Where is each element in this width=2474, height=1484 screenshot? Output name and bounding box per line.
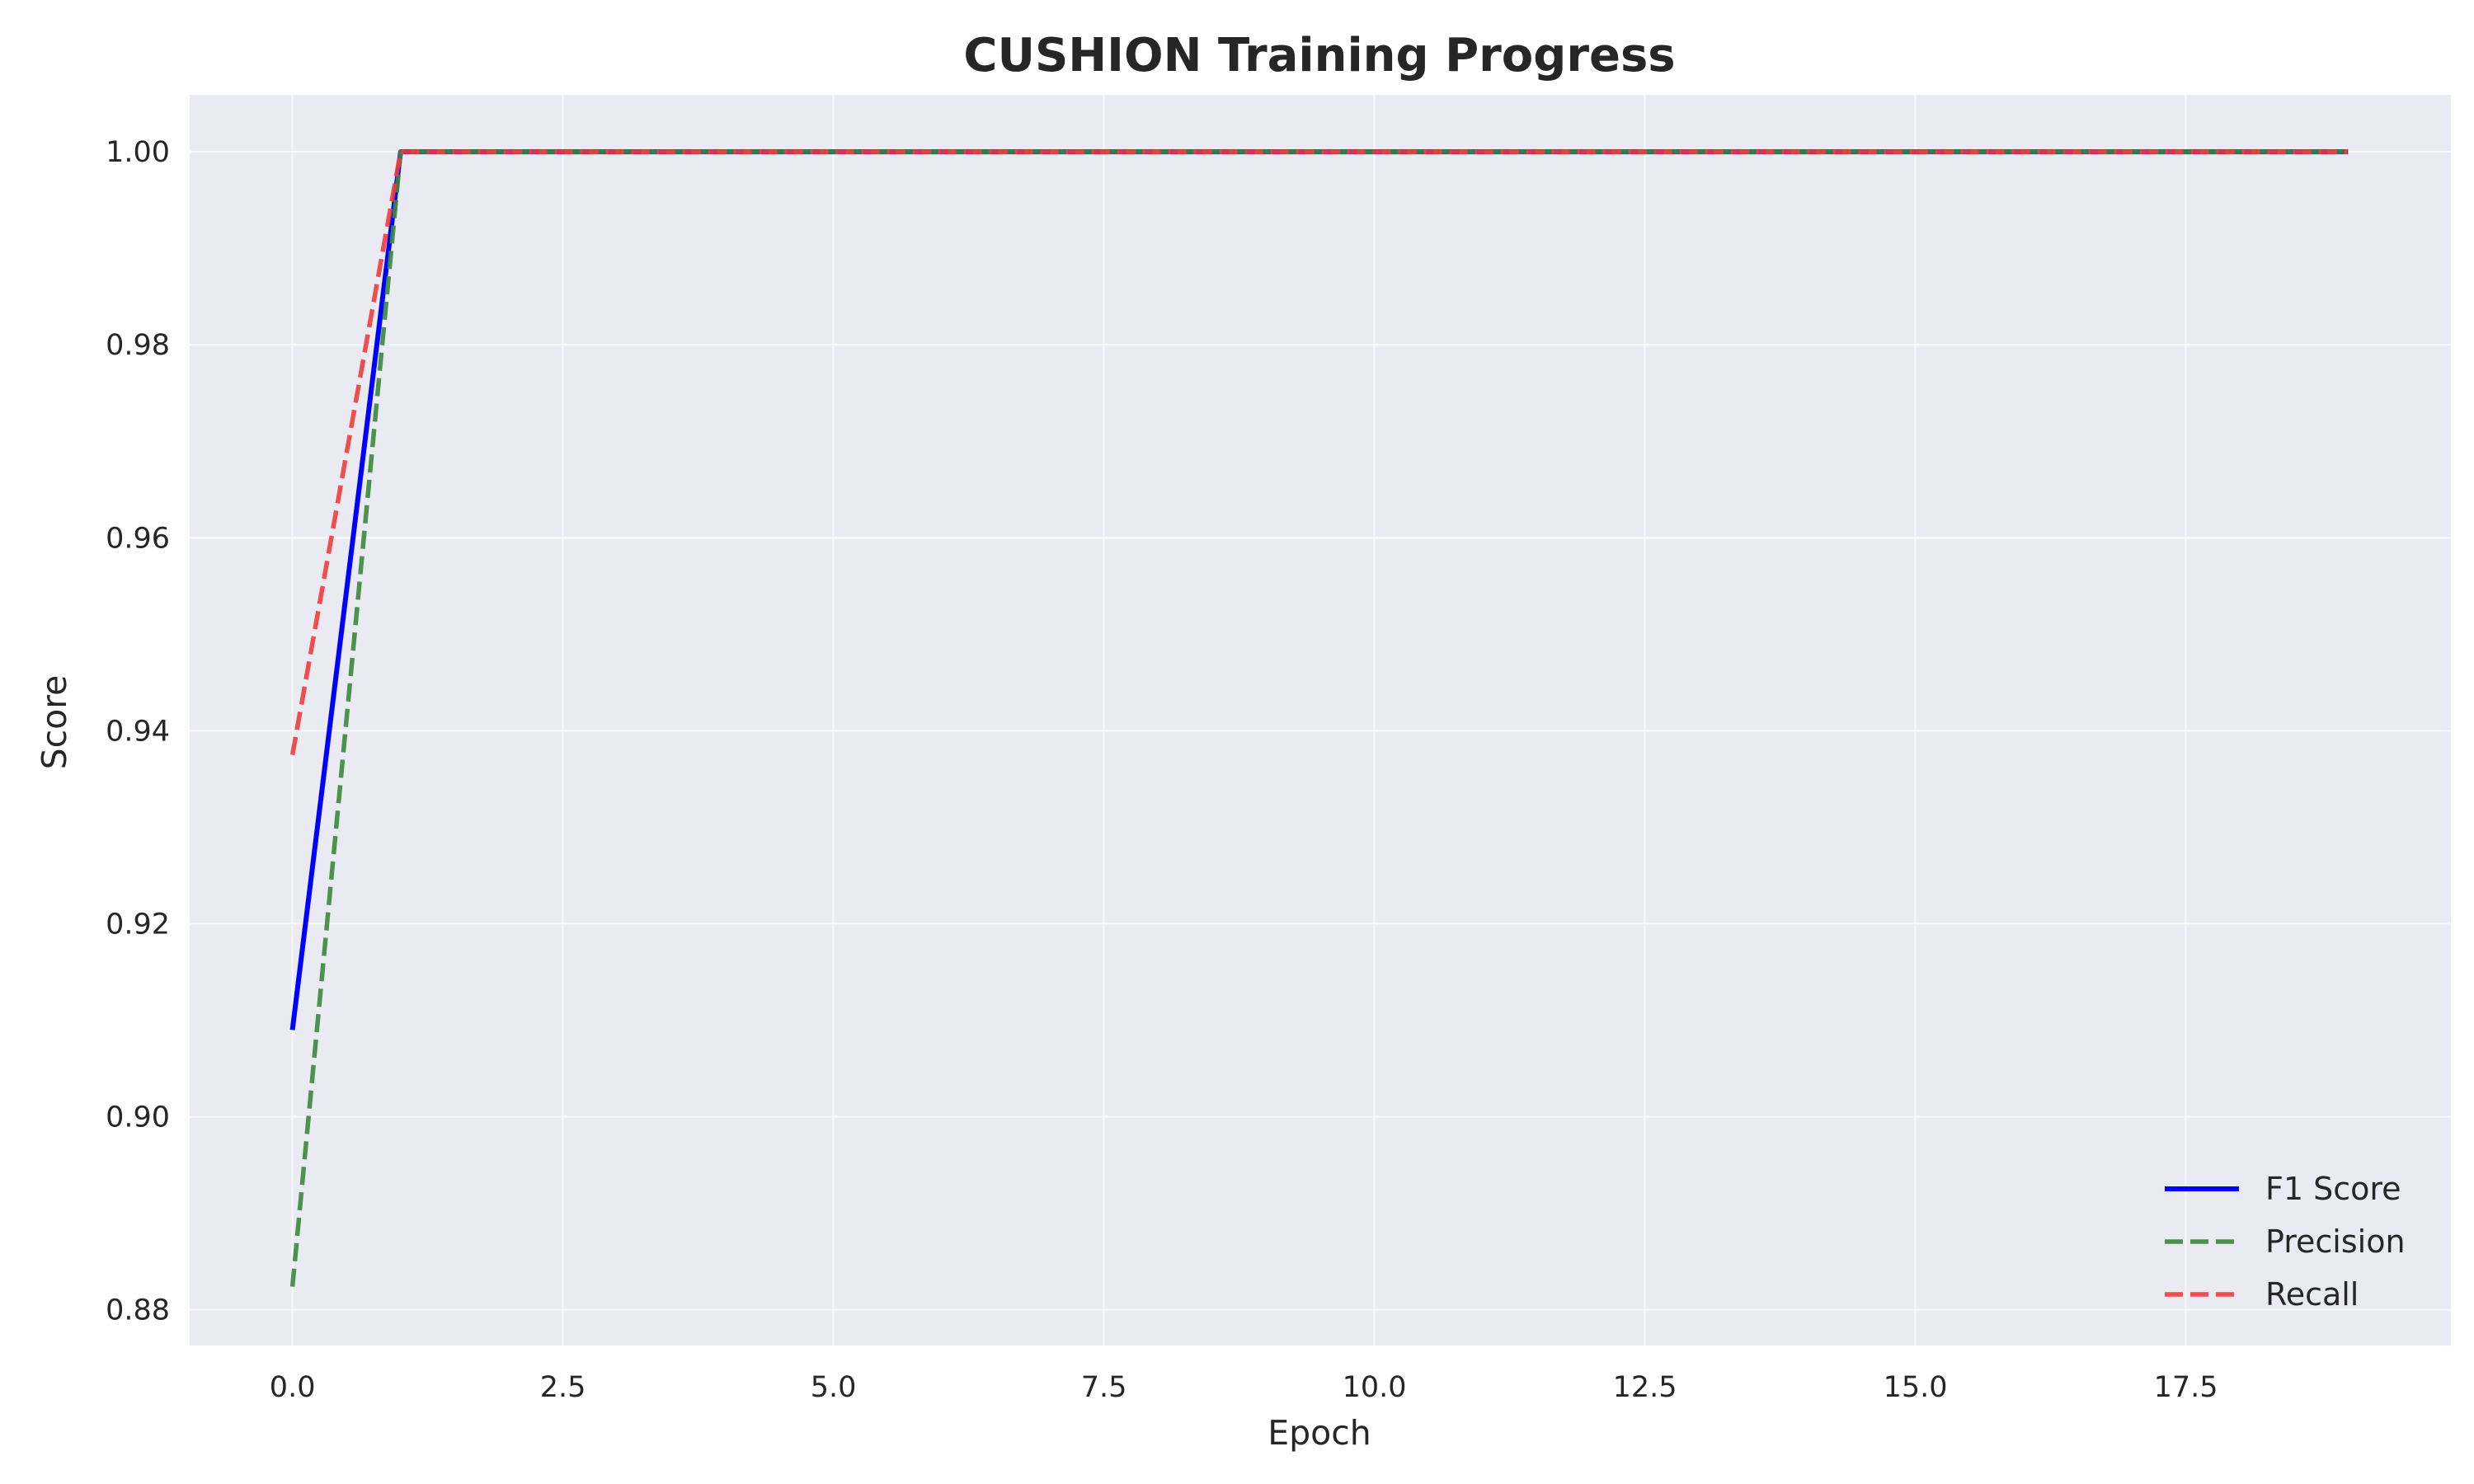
- y-tick-label: 0.94: [106, 715, 170, 748]
- series-line-recall: [289, 149, 2349, 756]
- x-tick-label: 0.0: [270, 1371, 316, 1404]
- x-tick-label: 15.0: [1884, 1371, 1948, 1404]
- series-line-precision: [289, 149, 2349, 1287]
- x-tick-label: 2.5: [540, 1371, 586, 1404]
- x-tick-label: 5.0: [811, 1371, 857, 1404]
- x-tick-labels: 0.0 2.5 5.0 7.5 10.0 12.5 15.0 17.5: [270, 1371, 2218, 1404]
- x-tick-label: 10.0: [1343, 1371, 1407, 1404]
- chart-title: CUSHION Training Progress: [963, 29, 1675, 82]
- y-tick-label: 0.98: [106, 329, 170, 362]
- legend-label: Precision: [2265, 1223, 2406, 1260]
- x-tick-label: 7.5: [1081, 1371, 1127, 1404]
- y-tick-label: 0.88: [106, 1294, 170, 1327]
- x-tick-label: 17.5: [2154, 1371, 2218, 1404]
- y-tick-label: 0.92: [106, 908, 170, 941]
- x-tick-label: 12.5: [1613, 1371, 1677, 1404]
- y-tick-label: 0.96: [106, 522, 170, 555]
- x-axis-label: Epoch: [1268, 1413, 1371, 1453]
- y-axis-label: Score: [35, 675, 74, 770]
- y-tick-labels: 0.88 0.90 0.92 0.94 0.96 0.98 1.00: [106, 136, 170, 1327]
- y-tick-label: 1.00: [106, 136, 170, 169]
- plot-area: [190, 95, 2451, 1345]
- legend-label: Recall: [2265, 1276, 2359, 1313]
- legend-label: F1 Score: [2265, 1171, 2401, 1207]
- series-lines: [289, 149, 2349, 1287]
- legend: F1 Score Precision Recall: [2165, 1171, 2406, 1313]
- y-tick-label: 0.90: [106, 1101, 170, 1134]
